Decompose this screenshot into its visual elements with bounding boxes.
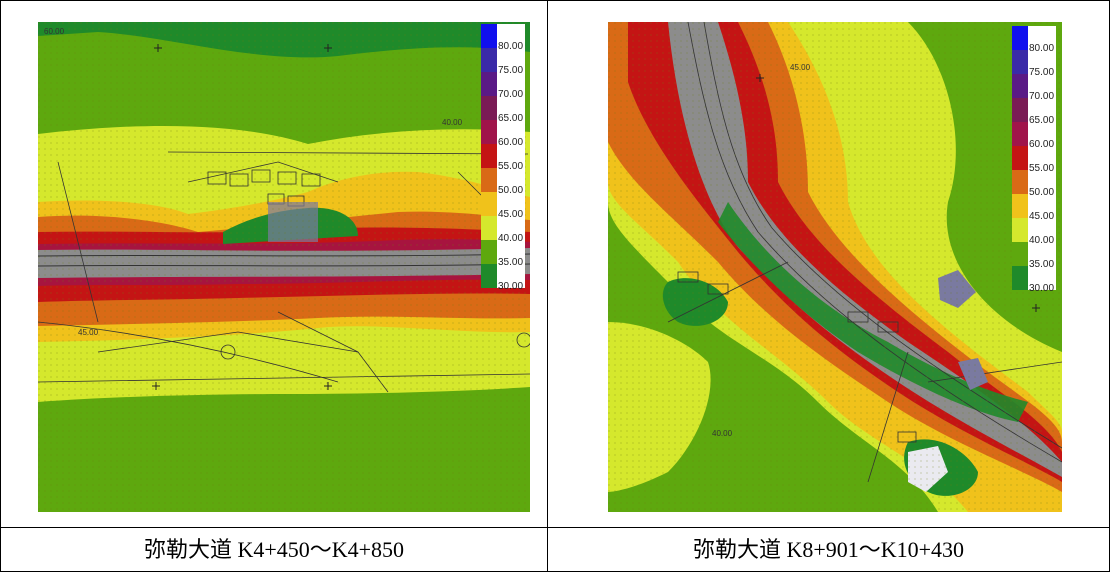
legend-swatch (481, 24, 497, 48)
legend-swatch (1012, 146, 1028, 170)
legend-swatch (481, 192, 497, 216)
legend-label: 35.00 (498, 257, 524, 268)
legend-label: 80.00 (498, 41, 524, 52)
legend-label: 75.00 (1029, 67, 1055, 78)
noise-contour-map-right: 45.00 40.00 (608, 22, 1062, 512)
legend-label: 50.00 (498, 185, 524, 196)
noise-legend-left: 80.00 75.00 70.00 65.00 60.00 55.00 50.00 45.00… (481, 24, 525, 292)
legend-swatch (1012, 218, 1028, 242)
legend-label: 65.00 (1029, 115, 1055, 126)
table-border-top (0, 0, 1110, 1)
noise-map-left: 60.00 45.00 40.00 80.00 75.00 70.00 65.00 60… (38, 22, 530, 512)
legend-label: 80.00 (1029, 43, 1055, 54)
legend-swatch (481, 72, 497, 96)
legend-swatch (1012, 242, 1028, 266)
contour-label: 45.00 (790, 63, 811, 72)
legend-label: 55.00 (1029, 163, 1055, 174)
table-border-left (0, 0, 1, 572)
legend-label: 45.00 (1029, 211, 1055, 222)
legend-swatch (481, 48, 497, 72)
legend-swatch (481, 168, 497, 192)
contour-label: 60.00 (44, 27, 65, 36)
legend-swatch (1012, 194, 1028, 218)
legend-swatch (481, 120, 497, 144)
legend-label: 30.00 (498, 281, 524, 292)
legend-swatch (1012, 50, 1028, 74)
legend-swatch (1012, 74, 1028, 98)
contour-label: 45.00 (78, 328, 99, 337)
noise-legend-right: 80.00 75.00 70.00 65.00 60.00 55.00 50.00 45.00… (1012, 26, 1056, 294)
legend-label: 70.00 (1029, 91, 1055, 102)
legend-swatch (481, 144, 497, 168)
noise-contour-map-left: 60.00 45.00 40.00 (38, 22, 530, 512)
legend-label: 60.00 (1029, 139, 1055, 150)
legend-label: 55.00 (498, 161, 524, 172)
legend-swatch (1012, 98, 1028, 122)
legend-swatch (1012, 266, 1028, 290)
legend-swatch (1012, 170, 1028, 194)
legend-label: 40.00 (1029, 235, 1055, 246)
legend-label: 30.00 (1029, 283, 1055, 294)
legend-swatch (481, 240, 497, 264)
caption-right: 弥勒大道 K8+901～K10+430 (692, 537, 965, 562)
legend-swatch (481, 264, 497, 288)
contour-label: 40.00 (442, 118, 463, 127)
legend-label: 50.00 (1029, 187, 1055, 198)
legend-label: 75.00 (498, 65, 524, 76)
table-divider (0, 527, 1110, 528)
legend-label: 60.00 (498, 137, 524, 148)
legend-swatch (1012, 26, 1028, 50)
legend-label: 35.00 (1029, 259, 1055, 270)
legend-label: 45.00 (498, 209, 524, 220)
table-border-middle (547, 0, 548, 572)
legend-swatch (481, 96, 497, 120)
legend-swatch (1012, 122, 1028, 146)
legend-label: 70.00 (498, 89, 524, 100)
contour-label: 40.00 (712, 429, 733, 438)
legend-label: 65.00 (498, 113, 524, 124)
noise-map-right: 45.00 40.00 80.00 75.00 70.00 65.00 60.00 55.… (608, 22, 1062, 512)
legend-label: 40.00 (498, 233, 524, 244)
caption-left: 弥勒大道 K4+450～K4+850 (143, 537, 405, 562)
legend-swatch (481, 216, 497, 240)
